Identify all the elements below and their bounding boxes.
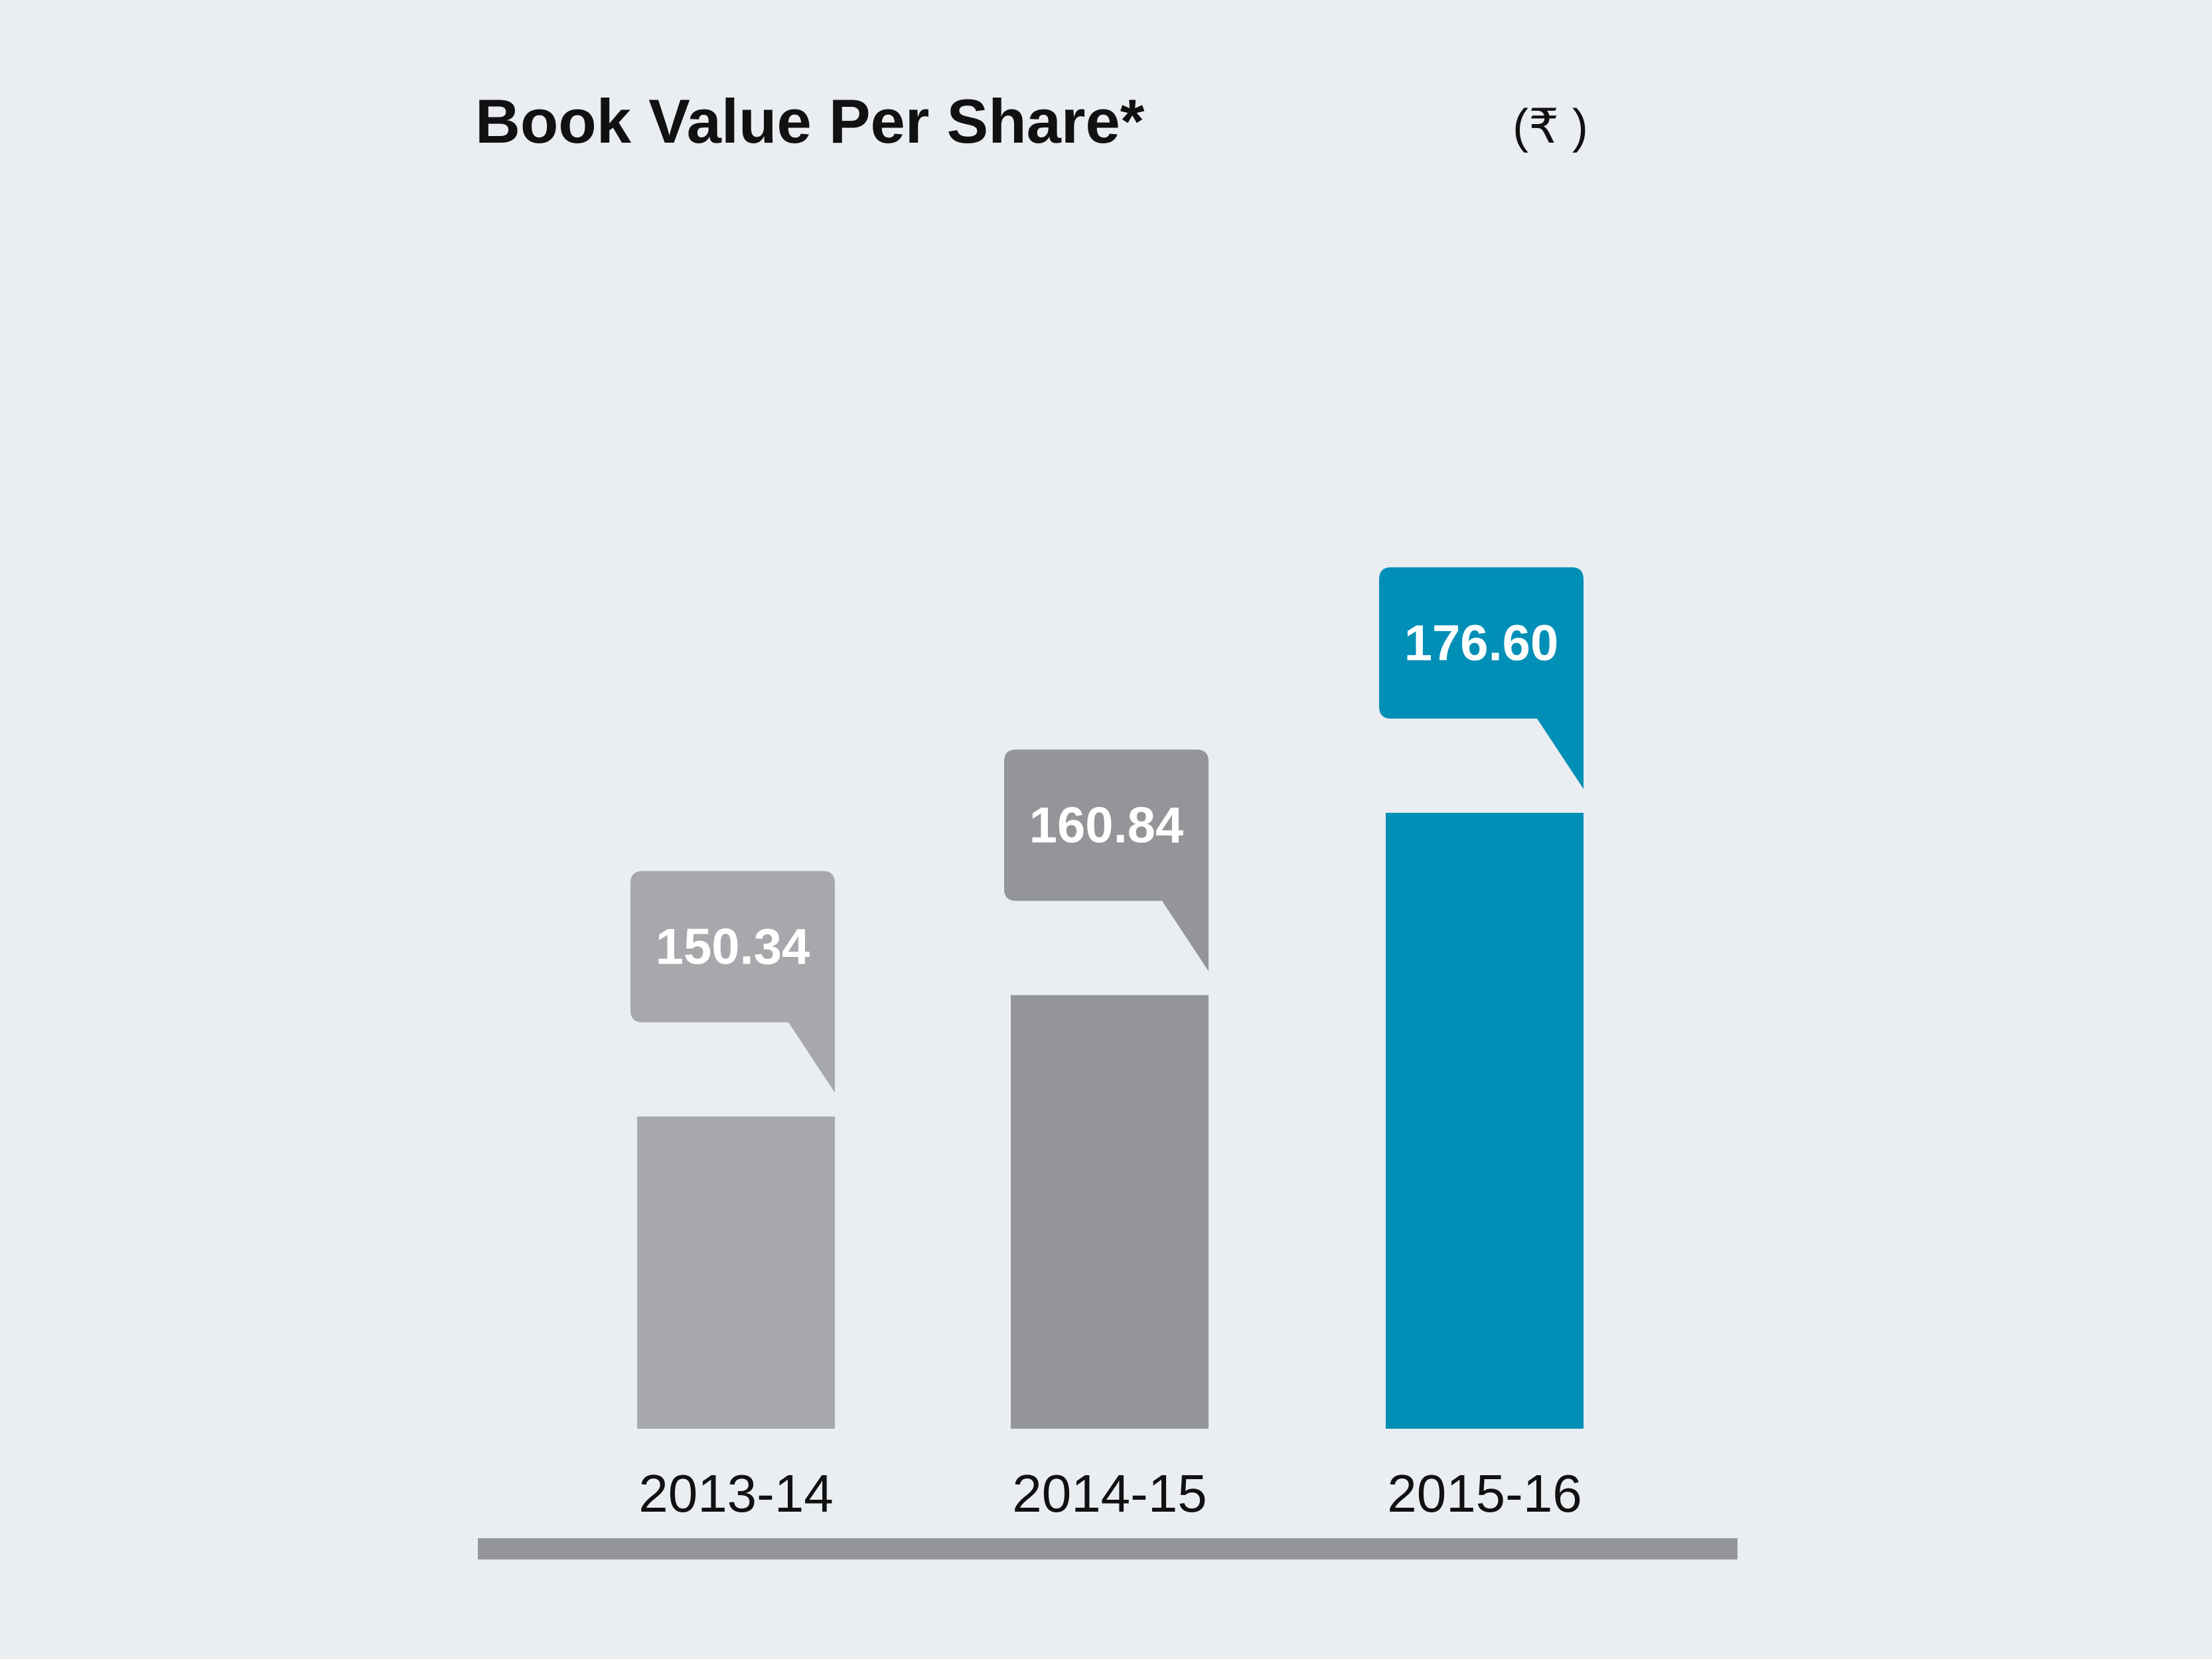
data-label-2013-14: 150.34 (656, 919, 810, 975)
value-callout-2015-16 (1379, 567, 1584, 789)
category-label-2013-14: 2013-14 (638, 1464, 834, 1523)
bar-2015-16 (1386, 812, 1584, 1429)
chart-title: Book Value Per Share* (475, 86, 1145, 156)
category-label-2014-15: 2014-15 (1012, 1464, 1207, 1523)
category-label-2015-16: 2015-16 (1387, 1464, 1582, 1523)
bar-2014-15 (1011, 995, 1209, 1429)
data-label-2014-15: 160.84 (1029, 798, 1183, 854)
value-callout-2014-15 (1004, 749, 1209, 972)
value-callout-2013-14 (630, 871, 835, 1093)
data-label-2015-16: 176.60 (1404, 615, 1558, 672)
bar-2013-14 (637, 1116, 835, 1429)
bars-layer (637, 812, 1584, 1429)
category-labels-layer: 2013-14 2014-15 2015-16 (638, 1464, 1582, 1523)
baseline-bar (478, 1538, 1737, 1559)
value-callouts-layer: 150.34 160.84 176.60 (630, 567, 1584, 1093)
unit-label: (₹ ) (1512, 100, 1588, 153)
